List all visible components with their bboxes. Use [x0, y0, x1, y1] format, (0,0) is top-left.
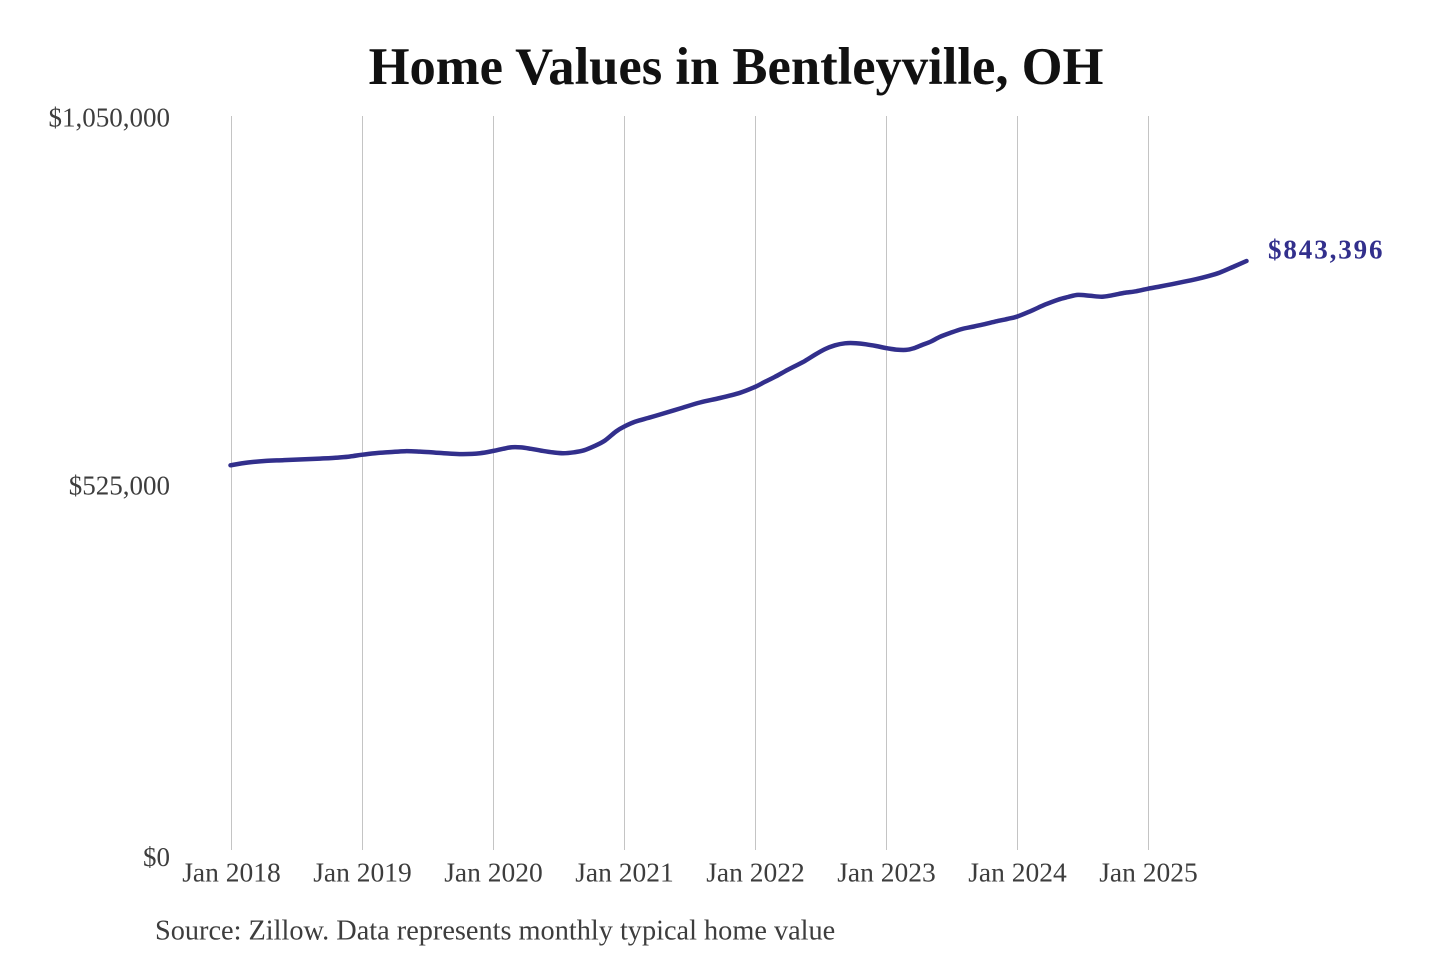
svg-text:Jan 2023: Jan 2023 — [837, 856, 936, 887]
svg-text:Jan 2025: Jan 2025 — [1099, 856, 1198, 887]
svg-text:Source: Zillow. Data represent: Source: Zillow. Data represents monthly … — [155, 915, 835, 946]
svg-text:Jan 2019: Jan 2019 — [313, 856, 412, 887]
svg-text:$525,000: $525,000 — [69, 471, 170, 501]
svg-text:$843,396: $843,396 — [1268, 235, 1384, 265]
svg-text:Jan 2024: Jan 2024 — [968, 856, 1067, 887]
svg-text:$1,050,000: $1,050,000 — [49, 102, 171, 132]
svg-text:Jan 2021: Jan 2021 — [575, 856, 674, 887]
svg-text:Jan 2022: Jan 2022 — [706, 856, 805, 887]
svg-text:Jan 2018: Jan 2018 — [182, 856, 281, 887]
svg-text:Jan 2020: Jan 2020 — [444, 856, 543, 887]
svg-text:$0: $0 — [143, 842, 170, 872]
svg-text:Home Values in Bentleyville, O: Home Values in Bentleyville, OH — [369, 38, 1104, 96]
